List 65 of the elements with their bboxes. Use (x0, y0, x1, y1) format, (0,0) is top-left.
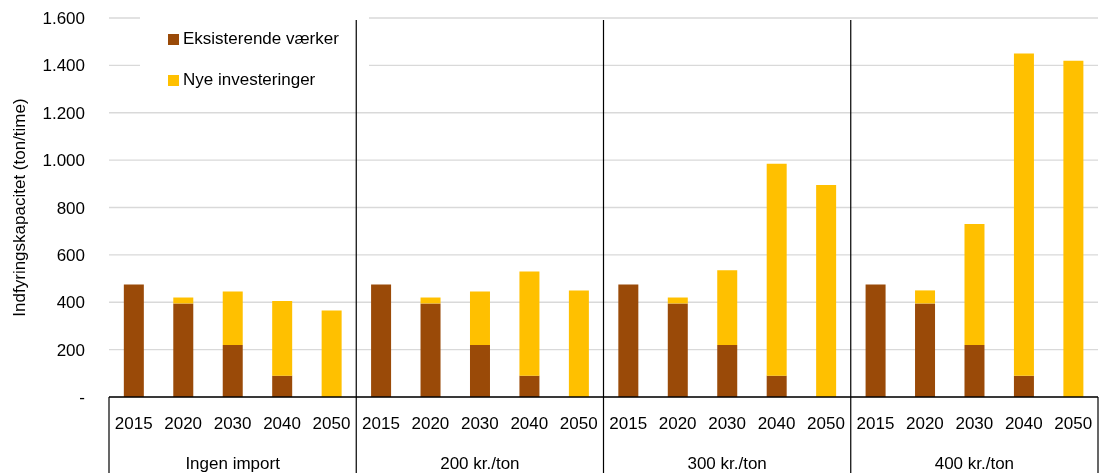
bar (222, 291, 243, 345)
bar (321, 310, 342, 397)
y-tick-label: 200 (56, 340, 85, 360)
bar (1063, 60, 1084, 397)
x-tick-label: 2020 (164, 414, 203, 434)
bar (667, 303, 688, 397)
x-tick-label: 2030 (955, 414, 994, 434)
bar (272, 301, 293, 376)
x-tick-label: 2050 (559, 414, 598, 434)
y-tick-label: 1.600 (42, 9, 85, 29)
text: 300 kr./ton (687, 454, 767, 473)
x-tick-label: 2050 (1054, 414, 1093, 434)
bar (915, 290, 936, 304)
bar (717, 270, 738, 345)
x-tick-label: 2040 (1004, 414, 1043, 434)
bar (766, 375, 787, 397)
x-tick-label: 2030 (213, 414, 252, 434)
legend-label: Nye investeringer (183, 70, 316, 89)
bar (717, 344, 738, 397)
bar (568, 290, 589, 397)
bar (964, 344, 985, 397)
y-tick-label: 1.200 (42, 103, 85, 123)
text: Ingen import (185, 454, 281, 473)
text: 400 kr./ton (934, 454, 1015, 473)
bar (173, 303, 194, 397)
bar (222, 344, 243, 397)
x-tick-label: 2030 (708, 414, 747, 434)
bar (618, 284, 639, 397)
y-tick-label: 400 (56, 293, 85, 313)
bar (1013, 375, 1034, 397)
y-tick-label: 1.400 (42, 56, 85, 76)
x-tick-label: 2050 (312, 414, 351, 434)
x-tick-label: 2020 (411, 414, 450, 434)
bar (766, 163, 787, 376)
y-tick-label: 600 (56, 245, 85, 265)
x-tick-label: 2015 (609, 414, 648, 434)
bar (865, 284, 886, 397)
x-tick-label: 2020 (906, 414, 944, 434)
bar (469, 291, 490, 345)
legend-label: Eksisterende værker (183, 29, 339, 48)
x-tick-label: 2015 (114, 414, 153, 434)
x-tick-label: 2015 (856, 414, 895, 434)
x-tick-label: 2015 (362, 414, 400, 434)
y-axis-title: Indfyringskapacitet (ton/time) (10, 98, 29, 317)
bar (1013, 53, 1034, 376)
bar (964, 224, 985, 345)
text: 200 kr./ton (440, 454, 520, 473)
x-tick-label: 2040 (263, 414, 301, 434)
y-tick-label: 800 (56, 198, 85, 218)
y-tick-label: - (79, 388, 85, 408)
bar (816, 185, 837, 397)
x-tick-label: 2020 (658, 414, 697, 434)
bar (123, 284, 144, 397)
y-tick-label: 1.000 (42, 151, 85, 171)
x-tick-label: 2040 (510, 414, 549, 434)
bar (371, 284, 392, 397)
bar (915, 303, 936, 397)
x-tick-label: 2040 (757, 414, 796, 434)
bar (519, 375, 540, 397)
bar (469, 344, 490, 397)
bar (272, 375, 293, 397)
x-tick-label: 2050 (807, 414, 845, 434)
bar (519, 271, 540, 376)
x-tick-label: 2030 (460, 414, 499, 434)
bar (420, 303, 441, 397)
